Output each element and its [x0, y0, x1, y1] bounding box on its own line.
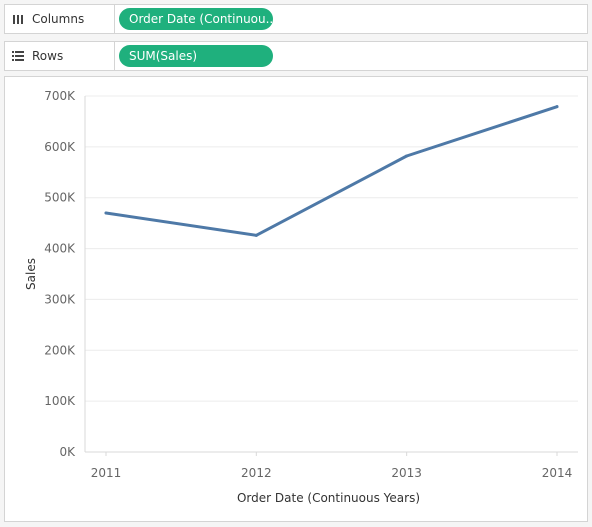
- y-tick-label: 500K: [44, 191, 76, 205]
- x-axis: 2011 2012 2013 2014: [85, 451, 578, 480]
- y-tick-label: 0K: [59, 445, 76, 459]
- columns-shelf: Columns Order Date (Continuou..: [4, 4, 588, 34]
- columns-shelf-label-cell: Columns: [5, 5, 115, 33]
- y-tick-label: 700K: [44, 89, 76, 103]
- sales-data-point[interactable]: [405, 154, 409, 158]
- columns-shelf-strip: Columns Order Date (Continuou..: [0, 0, 592, 37]
- sales-data-point[interactable]: [104, 211, 108, 215]
- y-axis-title: Sales: [24, 258, 38, 290]
- x-tick-label: 2012: [241, 466, 272, 480]
- rows-shelf: Rows SUM(Sales): [4, 41, 588, 71]
- x-tick-label: 2013: [391, 466, 422, 480]
- y-axis: 0K 100K 200K 300K 400K 500K 600K 700K: [44, 89, 86, 459]
- rows-shelf-label: Rows: [32, 49, 64, 63]
- sales-data-point[interactable]: [555, 105, 559, 109]
- rows-shelf-strip: Rows SUM(Sales): [0, 37, 592, 74]
- rows-shelf-label-cell: Rows: [5, 42, 115, 70]
- x-tick-label: 2011: [91, 466, 122, 480]
- x-tick-label: 2014: [542, 466, 573, 480]
- sales-series-line[interactable]: [104, 105, 559, 237]
- y-tick-label: 200K: [44, 343, 76, 357]
- y-tick-label: 100K: [44, 394, 76, 408]
- sales-data-point[interactable]: [254, 233, 258, 237]
- y-tick-label: 600K: [44, 140, 76, 154]
- chart-pane[interactable]: 0K 100K 200K 300K 400K 500K 600K 700K 2011 2012 2…: [4, 76, 588, 522]
- columns-shelf-label: Columns: [32, 12, 85, 26]
- columns-order-date-pill[interactable]: Order Date (Continuou..: [119, 8, 273, 30]
- gridlines: [85, 95, 578, 453]
- rows-shelf-icon: [11, 49, 25, 63]
- y-tick-label: 300K: [44, 292, 76, 306]
- x-axis-title: Order Date (Continuous Years): [237, 491, 420, 505]
- y-tick-label: 400K: [44, 242, 76, 256]
- columns-shelf-icon: [11, 12, 25, 26]
- rows-sum-sales-pill[interactable]: SUM(Sales): [119, 45, 273, 67]
- series-layer: [104, 105, 559, 237]
